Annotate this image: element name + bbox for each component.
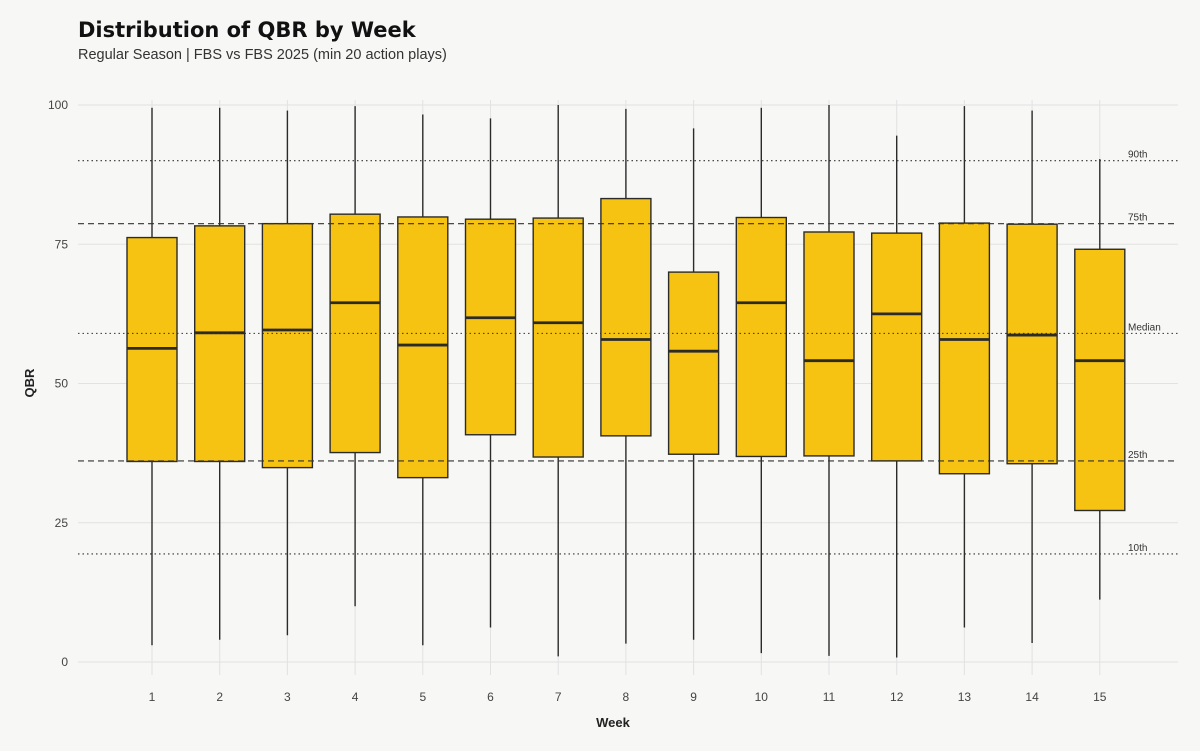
x-tick-label: 2 [216, 690, 223, 704]
box-week-2 [193, 225, 246, 463]
box-week-6 [464, 218, 517, 436]
x-tick-label: 5 [419, 690, 426, 704]
chart-title: Distribution of QBR by Week [78, 18, 416, 42]
reference-label: 25th [1128, 450, 1147, 461]
x-tick-label: 7 [555, 690, 562, 704]
box-week-7 [532, 217, 584, 458]
x-tick-label: 15 [1093, 690, 1107, 704]
box-week-14 [1006, 223, 1058, 465]
reference-label: 75th [1128, 213, 1147, 224]
x-tick-label: 11 [823, 690, 836, 704]
y-axis-title: QBR [22, 368, 37, 398]
reference-label: 10th [1128, 543, 1147, 554]
box-week-13 [938, 222, 991, 475]
box-week-3 [261, 222, 314, 469]
box-week-15 [1074, 248, 1126, 512]
box-week-10 [735, 216, 787, 458]
box-week-12 [871, 232, 923, 462]
reference-label: 90th [1128, 150, 1147, 161]
chart-subtitle: Regular Season | FBS vs FBS 2025 (min 20… [78, 47, 447, 63]
box-week-5 [397, 216, 449, 479]
x-tick-label: 9 [690, 690, 697, 704]
reference-label: Median [1128, 322, 1161, 333]
x-tick-label: 8 [623, 690, 630, 704]
x-tick-label: 10 [755, 690, 769, 704]
y-tick-label: 50 [55, 377, 69, 391]
x-tick-label: 13 [958, 690, 972, 704]
y-tick-label: 25 [55, 516, 69, 530]
x-tick-label: 6 [487, 690, 494, 704]
box-week-8 [600, 197, 652, 437]
y-tick-label: 0 [61, 655, 68, 669]
x-tick-label: 1 [149, 690, 156, 704]
y-tick-label: 75 [55, 237, 69, 251]
x-tick-label: 14 [1025, 690, 1039, 704]
box-week-9 [667, 271, 720, 455]
y-tick-label: 100 [48, 98, 68, 112]
x-axis-title: Week [596, 715, 630, 730]
x-tick-label: 4 [352, 690, 359, 704]
x-tick-label: 12 [890, 690, 904, 704]
box-week-11 [803, 231, 855, 457]
x-tick-label: 3 [284, 690, 291, 704]
box-week-4 [329, 213, 381, 454]
